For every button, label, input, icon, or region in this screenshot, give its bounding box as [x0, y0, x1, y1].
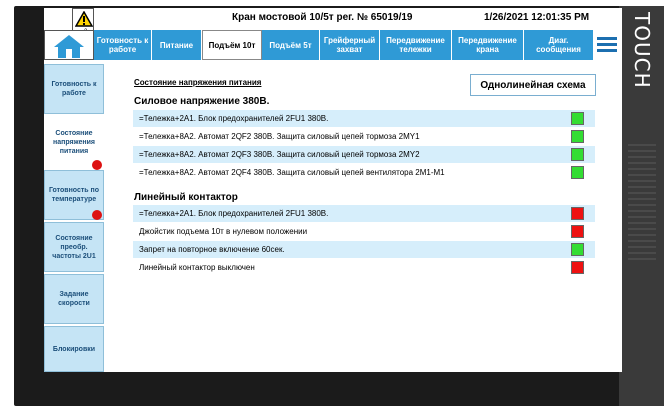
status-indicator [571, 261, 584, 274]
status-row-text: =Тележка+8А2. Автомат 2QF4 380В. Защита … [139, 168, 445, 177]
status-indicator [571, 148, 584, 161]
status-indicator [571, 112, 584, 125]
status-row: =Тележка+8А2. Автомат 2QF3 380В. Защита … [133, 146, 595, 163]
status-row: Запрет на повторное включение 60сек. [133, 241, 595, 258]
alarm-dot [92, 160, 102, 170]
power-group-title: Силовое напряжение 380В. [134, 96, 270, 107]
tab-readiness[interactable]: Готовность к работе [94, 30, 152, 60]
home-button[interactable] [44, 30, 94, 60]
status-indicator [571, 166, 584, 179]
single-line-diagram-button[interactable]: Однолинейная схема [470, 74, 596, 96]
status-indicator [571, 130, 584, 143]
tab-hoist-10t[interactable]: Подъём 10т [202, 30, 262, 60]
hmi-screen: Кран мостовой 10/5т рег. № 65019/19 1/26… [44, 8, 622, 372]
tab-hoist-5t[interactable]: Подъём 5т [262, 30, 320, 60]
sidebar: Готовность к работе Состояние напряжения… [44, 64, 104, 372]
menu-icon-bar [597, 43, 617, 46]
status-row-text: =Тележка+8А2. Автомат 2QF2 380В. Защита … [139, 132, 420, 141]
sidebar-item-inverter-2u1[interactable]: Состояние преобр. частоты 2U1 [44, 222, 104, 272]
tab-trolley-travel[interactable]: Передвижение тележки [380, 30, 452, 60]
touch-label: TOUCH [630, 12, 654, 89]
status-indicator [571, 225, 584, 238]
menu-button[interactable] [594, 30, 622, 60]
tab-power[interactable]: Питание [152, 30, 202, 60]
status-row-text: Линейный контактор выключен [139, 263, 255, 272]
status-row-text: Джойстик подъема 10т в нулевом положении [139, 227, 308, 236]
contactor-group-title: Линейный контактор [134, 192, 238, 203]
status-row: =Тележка+8А2. Автомат 2QF4 380В. Защита … [133, 164, 595, 181]
alarm-dot [92, 210, 102, 220]
top-nav-tabs: Готовность к работе Питание Подъём 10т П… [94, 30, 594, 60]
status-indicator [571, 243, 584, 256]
page-title: Кран мостовой 10/5т рег. № 65019/19 [232, 12, 413, 23]
status-row: Линейный контактор выключен [133, 259, 595, 276]
sidebar-item-readiness[interactable]: Готовность к работе [44, 64, 104, 114]
status-row: =Тележка+2А1. Блок предохранителей 2FU1 … [133, 205, 595, 222]
status-row-text: Запрет на повторное включение 60сек. [139, 245, 285, 254]
sidebar-item-speed-setpoint[interactable]: Задание скорости [44, 274, 104, 324]
tab-grab[interactable]: Грейферный захват [320, 30, 380, 60]
status-row: =Тележка+8А2. Автомат 2QF2 380В. Защита … [133, 128, 595, 145]
home-icon [54, 35, 84, 58]
menu-icon-bar [597, 49, 617, 52]
status-row-text: =Тележка+8А2. Автомат 2QF3 380В. Защита … [139, 150, 420, 159]
menu-icon [597, 37, 617, 40]
sidebar-item-supply-voltage[interactable]: Состояние напряжения питания [44, 116, 104, 168]
warning-icon [75, 11, 93, 27]
status-row-text: =Тележка+2А1. Блок предохранителей 2FU1 … [139, 114, 329, 123]
tab-diag-messages[interactable]: Диаг. сообщения [524, 30, 594, 60]
status-indicator [571, 207, 584, 220]
section-title: Состояние напряжения питания [134, 78, 262, 87]
sidebar-item-interlocks[interactable]: Блокировки [44, 326, 104, 372]
bezel-grip [628, 140, 656, 260]
status-row-text: =Тележка+2А1. Блок предохранителей 2FU1 … [139, 209, 329, 218]
status-row: =Тележка+2А1. Блок предохранителей 2FU1 … [133, 110, 595, 127]
header-bar: Кран мостовой 10/5т рег. № 65019/19 1/26… [44, 8, 622, 28]
date-time: 1/26/2021 12:01:35 PM [484, 12, 590, 23]
tab-crane-travel[interactable]: Передвижение крана [452, 30, 524, 60]
status-row: Джойстик подъема 10т в нулевом положении [133, 223, 595, 240]
